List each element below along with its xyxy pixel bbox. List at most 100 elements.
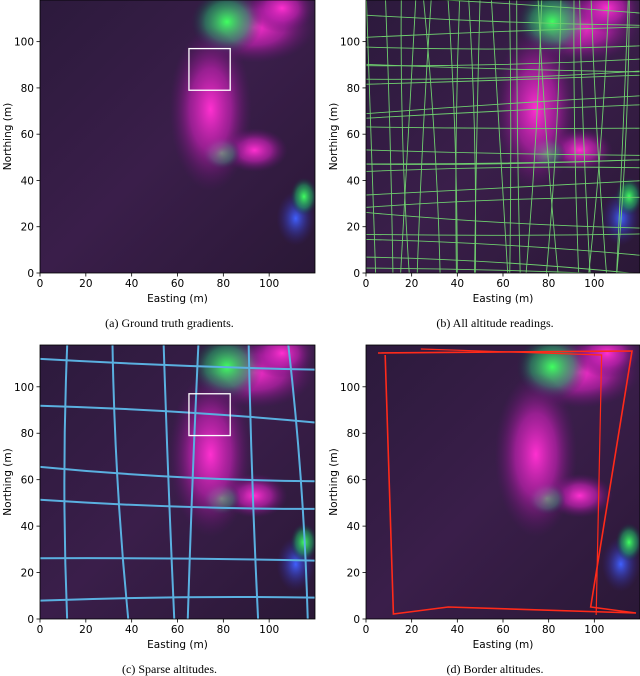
flight-path [366, 233, 640, 236]
y-tick-label: 40 [347, 175, 360, 187]
x-tick-label: 100 [584, 624, 604, 636]
flight-path [509, 0, 512, 273]
flight-path [490, 0, 509, 273]
x-tick-label: 0 [37, 624, 44, 636]
y-tick-label: 100 [340, 37, 360, 49]
panel: 0 20 40 60 80 100 0 20 40 60 80 100 Easting (m) North… [2, 0, 316, 330]
texture [169, 27, 252, 192]
flight-path [40, 404, 315, 424]
image [366, 345, 640, 619]
panel: 0 20 40 60 80 100 0 20 40 60 80 100 Easting (m) North… [328, 0, 640, 330]
image [40, 345, 315, 619]
highlight-box [188, 47, 231, 91]
x-axis-label: Easting (m) [473, 293, 534, 305]
x-tick-label: 20 [79, 624, 92, 636]
flight-path [366, 180, 640, 196]
flight-path [40, 357, 315, 371]
flight-path [400, 0, 410, 273]
flight-path [40, 557, 315, 562]
texture [290, 177, 315, 216]
y-tick-label: 0 [353, 268, 360, 280]
y-tick-label: 40 [21, 521, 34, 533]
y-tick-label: 60 [347, 129, 360, 141]
y-tick-label: 20 [21, 222, 34, 234]
flight-path [366, 104, 640, 119]
texture [249, 0, 315, 33]
overlay [40, 345, 315, 619]
flight-path [436, 0, 640, 14]
flight-path [366, 0, 377, 273]
y-tick-label: 60 [21, 129, 34, 141]
overlay [377, 348, 637, 616]
flight-path [287, 345, 309, 619]
y-axis-label: Northing (m) [2, 103, 14, 170]
caption: (d) Border altitudes. [447, 662, 544, 676]
texture [494, 372, 577, 537]
overlay [366, 0, 640, 273]
x-tick-label: 40 [125, 624, 138, 636]
flight-path [366, 58, 640, 67]
x-tick-label: 20 [405, 624, 418, 636]
y-tick-label: 100 [14, 37, 34, 49]
flight-path [366, 211, 640, 229]
y-axis-label: Northing (m) [328, 103, 340, 170]
y-tick-label: 60 [21, 475, 34, 487]
flight-path [525, 0, 543, 273]
flight-path [416, 0, 432, 273]
flight-path [40, 498, 315, 510]
y-tick-label: 20 [347, 222, 360, 234]
x-tick-label: 100 [259, 278, 279, 290]
y-axis-label: Northing (m) [2, 448, 14, 515]
y-tick-label: 0 [353, 614, 360, 626]
flight-path [366, 267, 598, 273]
caption: (c) Sparse altitudes. [122, 662, 217, 676]
x-tick-label: 0 [363, 278, 370, 290]
flight-path [40, 595, 315, 602]
flight-path [616, 0, 629, 273]
flight-path [366, 256, 635, 273]
x-tick-label: 100 [584, 278, 604, 290]
y-tick-label: 100 [340, 382, 360, 394]
flight-path [366, 95, 640, 115]
flight-path [186, 345, 200, 619]
flight-path [385, 0, 394, 273]
flight-path [366, 126, 640, 129]
flight-path [377, 350, 637, 615]
flight-path [474, 0, 481, 273]
flight-path [516, 0, 521, 273]
x-tick-label: 40 [125, 278, 138, 290]
x-axis-label: Easting (m) [473, 639, 534, 651]
flight-path [162, 345, 176, 619]
flight-path [366, 45, 640, 50]
image [40, 0, 315, 273]
x-tick-label: 40 [451, 278, 464, 290]
flight-path [366, 149, 640, 156]
x-tick-label: 80 [542, 278, 555, 290]
flight-path [111, 345, 130, 619]
x-tick-label: 60 [171, 624, 184, 636]
flight-path [588, 0, 610, 273]
y-tick-label: 20 [347, 568, 360, 580]
x-tick-label: 0 [363, 624, 370, 636]
flight-path [400, 0, 417, 273]
panel: 0 20 40 60 80 100 0 20 40 60 80 100 Easting (m) North… [328, 344, 640, 676]
y-tick-label: 60 [347, 475, 360, 487]
x-tick-label: 0 [37, 278, 44, 290]
y-tick-label: 0 [27, 614, 34, 626]
y-tick-label: 40 [21, 175, 34, 187]
flight-path [573, 0, 580, 273]
flight-path [537, 0, 559, 273]
x-tick-label: 80 [217, 278, 230, 290]
x-tick-label: 60 [171, 278, 184, 290]
flight-path [366, 239, 640, 256]
flight-path [366, 166, 640, 172]
image [366, 0, 640, 273]
flight-path [579, 0, 591, 273]
y-tick-label: 20 [21, 568, 34, 580]
flight-path [468, 0, 477, 273]
flight-path [590, 0, 607, 273]
flight-path [545, 0, 562, 273]
flight-path [247, 345, 260, 619]
texture [290, 523, 315, 562]
